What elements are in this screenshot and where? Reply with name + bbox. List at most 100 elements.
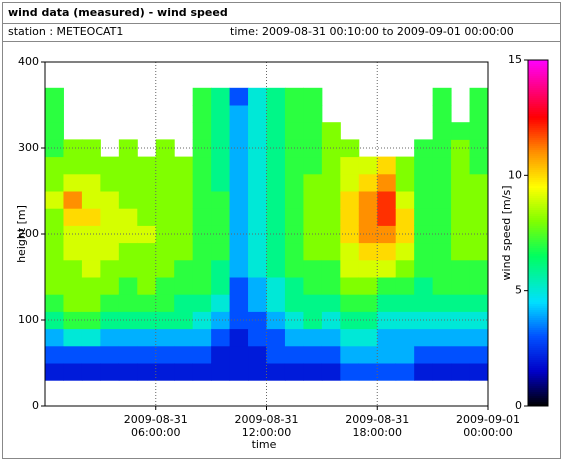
colorbar-strip <box>528 255 548 259</box>
colorbar-strip <box>528 231 548 235</box>
colorbar-strip <box>528 237 548 241</box>
heat-cell <box>432 208 452 226</box>
heat-cell <box>451 311 471 330</box>
colorbar-strip <box>528 253 548 257</box>
heat-cell <box>174 277 194 295</box>
heat-cell <box>414 191 434 209</box>
heat-cell <box>451 191 471 209</box>
heat-cell <box>155 277 175 295</box>
colorbar-strip <box>528 95 548 99</box>
heat-cell <box>469 156 489 175</box>
heat-cell <box>174 156 194 175</box>
heat-cell <box>174 328 194 347</box>
heat-cell <box>266 139 286 158</box>
heat-cell <box>211 277 231 295</box>
heat-cell <box>100 345 120 364</box>
heat-cell <box>414 173 434 192</box>
heat-cell <box>451 345 471 364</box>
heat-cell <box>155 208 175 226</box>
heat-cell <box>266 225 286 244</box>
colorbar-strip <box>528 155 548 159</box>
colorbar-strip <box>528 333 548 337</box>
colorbar-strip <box>528 207 548 211</box>
heat-cell <box>321 139 341 158</box>
colorbar-strip <box>528 75 548 79</box>
colorbar-strip <box>528 203 548 207</box>
heat-cell <box>192 87 212 106</box>
colorbar-strip <box>528 235 548 239</box>
heat-cell <box>248 259 267 278</box>
heat-cell <box>432 259 452 278</box>
heat-cell <box>45 345 64 364</box>
heat-cell <box>45 191 64 209</box>
heat-cell <box>377 328 397 347</box>
heat-cell <box>137 173 157 192</box>
heat-cell <box>174 294 194 312</box>
heat-cell <box>248 191 267 209</box>
heat-cell <box>229 87 249 106</box>
colorbar-strip <box>528 389 548 393</box>
heat-cell <box>377 294 397 312</box>
heat-cell <box>284 208 304 226</box>
colorbar-strip <box>528 163 548 167</box>
heat-cell <box>432 87 452 106</box>
heat-cell <box>118 328 138 347</box>
heat-cell <box>321 294 341 312</box>
colorbar-strip <box>528 145 548 149</box>
colorbar-strip <box>528 403 548 407</box>
heat-cell <box>395 173 415 192</box>
heat-cell <box>155 259 175 278</box>
heat-cell <box>321 345 341 364</box>
heat-cell <box>118 208 138 226</box>
colorbar-strip <box>528 135 548 139</box>
heat-cell <box>340 345 360 364</box>
colorbar-strip <box>528 375 548 379</box>
heat-cell <box>211 173 231 192</box>
heat-cell <box>377 259 397 278</box>
heat-cell <box>321 242 341 261</box>
colorbar-strip <box>528 245 548 249</box>
heat-cell <box>266 87 286 106</box>
heat-cell <box>284 294 304 312</box>
colorbar-strip <box>528 175 548 179</box>
heat-cell <box>432 191 452 209</box>
heat-cell <box>192 311 212 330</box>
heat-cell <box>358 328 378 347</box>
heat-cell <box>63 208 83 226</box>
heat-cell <box>469 122 489 140</box>
colorbar-strip <box>528 387 548 391</box>
plot-frame <box>44 61 489 407</box>
heat-cell <box>284 345 304 364</box>
heat-cell <box>340 139 360 158</box>
colorbar-strip <box>528 349 548 353</box>
heat-cell <box>211 122 231 140</box>
heat-cell <box>118 311 138 330</box>
colorbar-strip <box>528 283 548 287</box>
heat-cell <box>266 105 286 123</box>
colorbar-strip <box>528 193 548 197</box>
colorbar-strip <box>528 331 548 335</box>
heat-cell <box>137 311 157 330</box>
colorbar-strip <box>528 181 548 185</box>
colorbar-strip <box>528 399 548 403</box>
heat-cell <box>266 242 286 261</box>
colorbar-strip <box>528 67 548 71</box>
heat-cell <box>229 173 249 192</box>
heat-cell <box>377 156 397 175</box>
colorbar-strip <box>528 371 548 375</box>
heat-cell <box>266 208 286 226</box>
heat-cell <box>229 345 249 364</box>
heat-cell <box>266 294 286 312</box>
colorbar-strip <box>528 249 548 253</box>
colorbar-strip <box>528 153 548 157</box>
colorbar-strip <box>528 115 548 119</box>
colorbar-strip <box>528 295 548 299</box>
heat-cell <box>211 259 231 278</box>
heat-cell <box>358 277 378 295</box>
heat-cell <box>63 242 83 261</box>
colorbar-strip <box>528 265 548 269</box>
heat-cell <box>377 363 397 381</box>
colorbar-strip <box>528 87 548 91</box>
heat-cell <box>192 105 212 123</box>
colorbar-strip <box>528 229 548 233</box>
